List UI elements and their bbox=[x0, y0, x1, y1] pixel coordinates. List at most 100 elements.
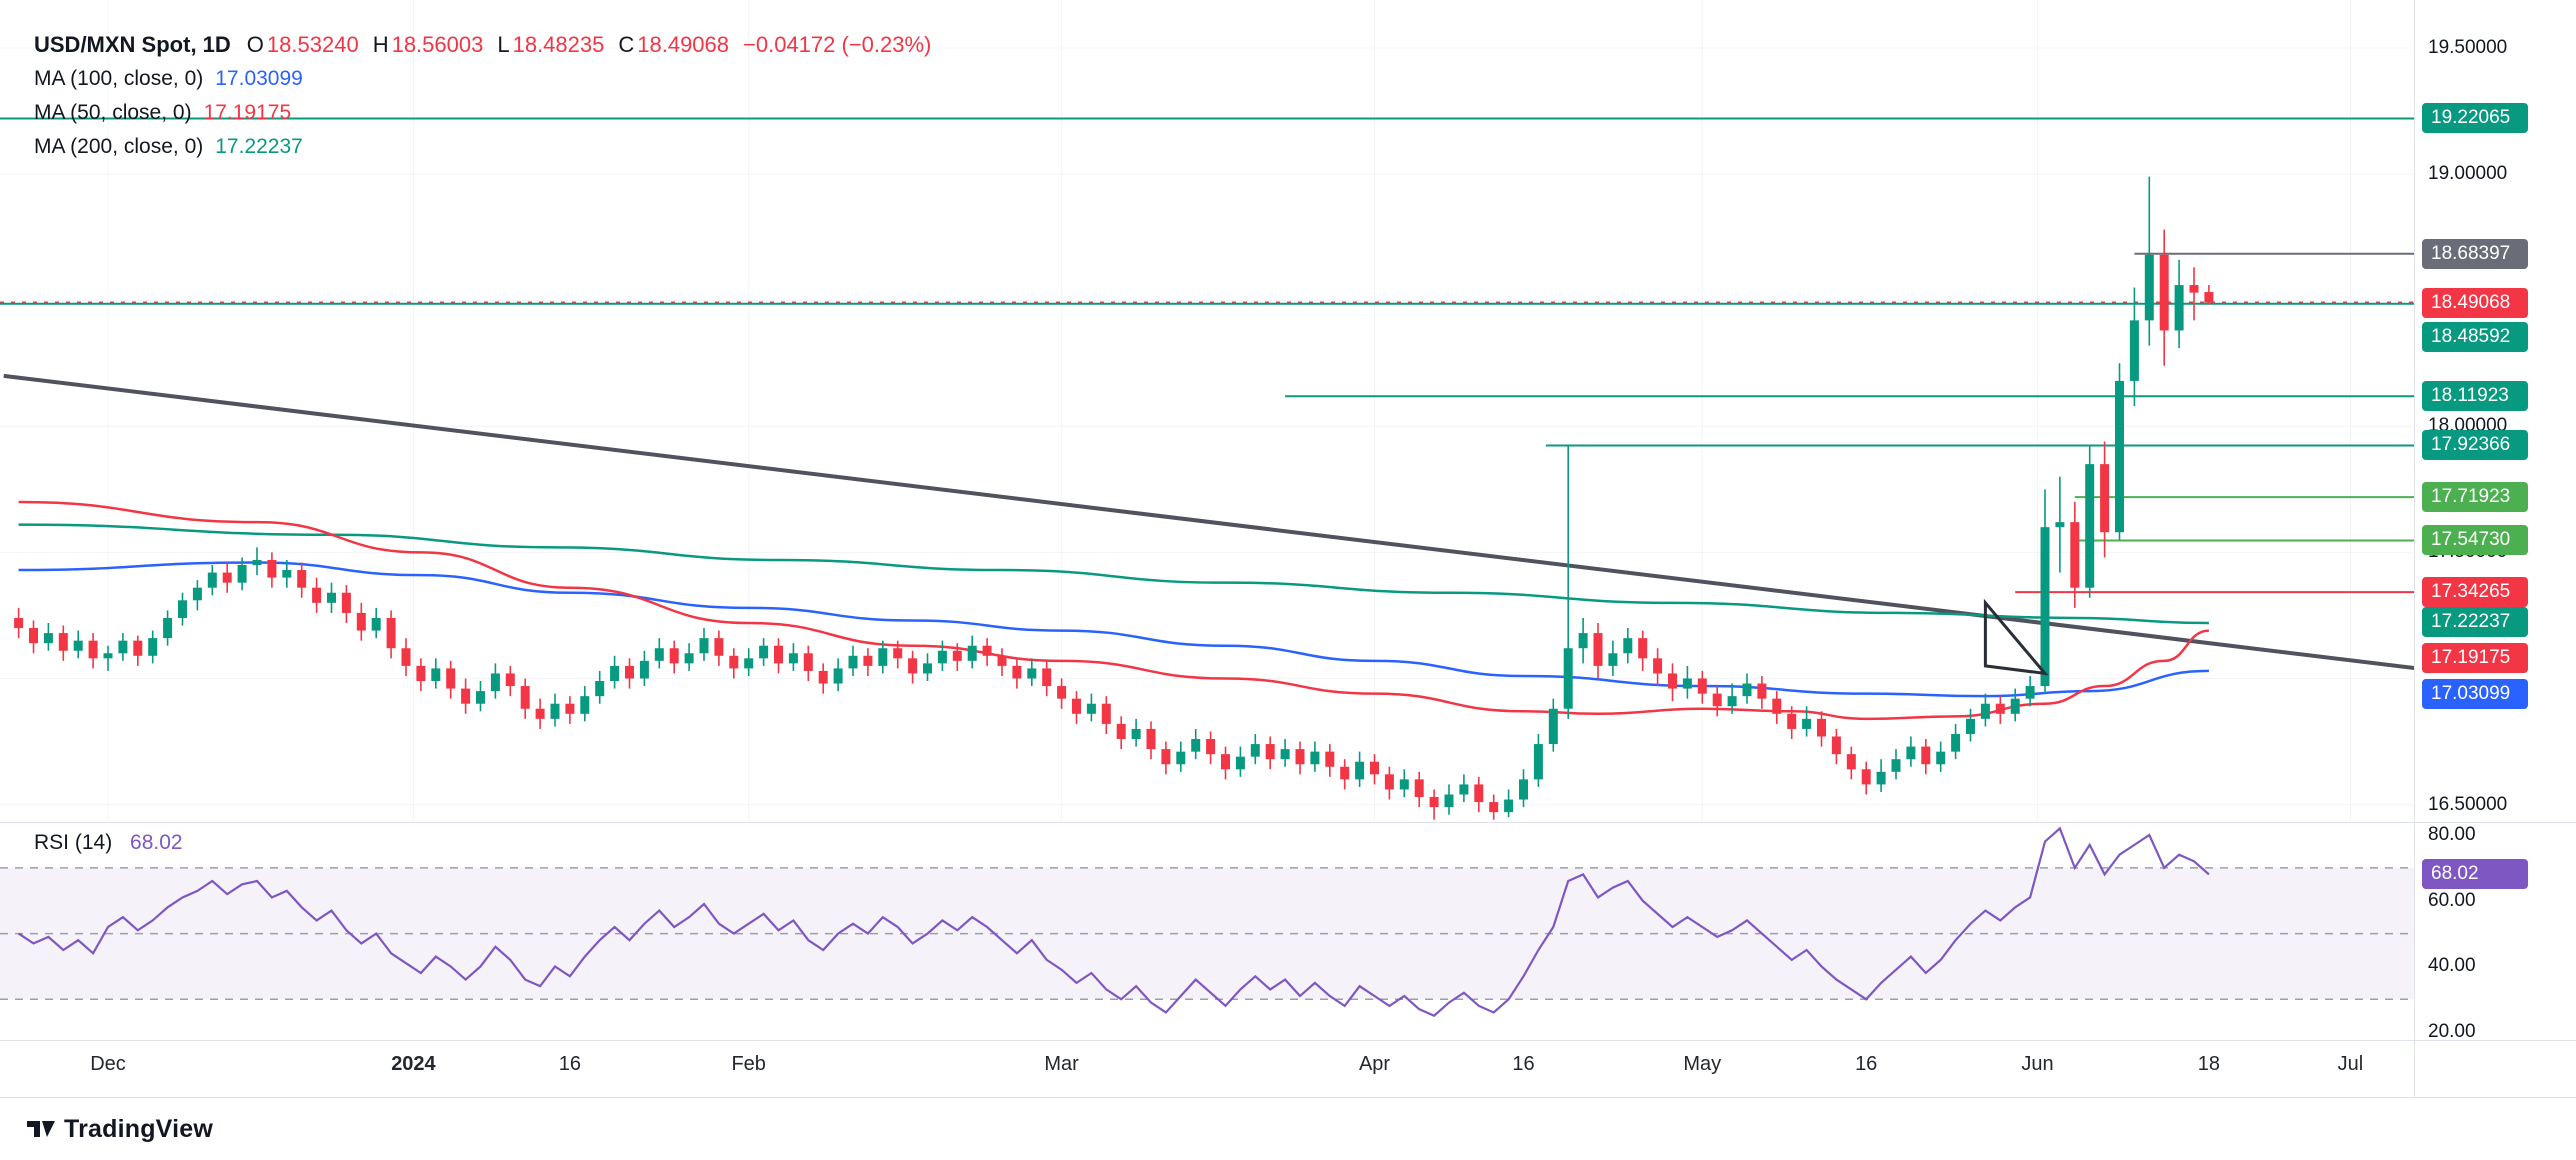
candle-body bbox=[2010, 698, 2020, 714]
candle-body bbox=[1742, 683, 1752, 697]
price-badge[interactable]: 68.02 bbox=[2422, 859, 2528, 889]
candle-body bbox=[848, 655, 858, 669]
time-axis-label: Jul bbox=[2337, 1053, 2364, 1075]
ma200-legend-row[interactable]: MA (200, close, 0) 17.22237 bbox=[34, 130, 931, 164]
candle-body bbox=[803, 653, 813, 671]
tradingview-logo-icon[interactable] bbox=[26, 1114, 56, 1144]
price-badge[interactable]: 18.11923 bbox=[2422, 381, 2528, 411]
candle-body bbox=[1444, 794, 1454, 808]
candle-body bbox=[580, 696, 590, 714]
ma50-line[interactable] bbox=[18, 500, 2210, 721]
candle-body bbox=[1370, 761, 1379, 775]
candle-body bbox=[833, 668, 843, 684]
ma50-value: 17.19175 bbox=[203, 101, 292, 124]
ma100-line[interactable] bbox=[18, 561, 2209, 698]
ma100-label: MA (100, close, 0) bbox=[34, 67, 204, 90]
candle-body bbox=[73, 640, 83, 651]
candle-body bbox=[2204, 292, 2214, 303]
candle-body bbox=[937, 650, 947, 664]
candle-body bbox=[327, 592, 336, 603]
tradingview-brand-text[interactable]: TradingView bbox=[64, 1114, 214, 1143]
candle-body bbox=[1221, 754, 1230, 770]
triangle-annotation[interactable] bbox=[1983, 598, 2049, 676]
time-axis-label: Dec bbox=[90, 1053, 126, 1075]
price-badge[interactable]: 17.34265 bbox=[2422, 577, 2528, 607]
time-scale[interactable]: Dec 2024 16 Feb Mar Apr 16 May 16 Jun 18 Jul bbox=[0, 1041, 2414, 1097]
rsi-legend-row[interactable]: RSI (14) 68.02 bbox=[34, 831, 183, 855]
candle-body bbox=[178, 600, 187, 618]
ma200-line[interactable] bbox=[18, 523, 2209, 625]
candle-body bbox=[1936, 751, 1946, 765]
candle-body bbox=[2055, 522, 2065, 528]
candle-body bbox=[207, 572, 217, 588]
candle-body bbox=[252, 559, 262, 566]
candle-body bbox=[1250, 744, 1260, 757]
candle-body bbox=[1042, 668, 1052, 687]
rsi-value: 68.02 bbox=[130, 831, 183, 854]
open-value: O 18.53240 bbox=[246, 32, 359, 57]
axis-separator bbox=[0, 1040, 2576, 1041]
candle-body bbox=[1310, 751, 1320, 765]
footer-separator bbox=[0, 1097, 2576, 1098]
candle-body bbox=[654, 648, 664, 661]
candle-body bbox=[669, 648, 679, 664]
ma50-legend-row[interactable]: MA (50, close, 0) 17.19175 bbox=[34, 96, 931, 130]
candle-body bbox=[535, 708, 545, 719]
candle-body bbox=[878, 648, 888, 666]
price-badge[interactable]: 17.92366 bbox=[2422, 430, 2528, 460]
price-badge[interactable]: 17.71923 bbox=[2422, 482, 2528, 512]
candle-body bbox=[729, 655, 739, 669]
trend-line[interactable] bbox=[3, 373, 2414, 670]
price-badge[interactable]: 17.22237 bbox=[2422, 607, 2528, 637]
time-axis-label: 2024 bbox=[391, 1053, 436, 1075]
time-axis-label: 18 bbox=[2197, 1053, 2221, 1075]
candle-body bbox=[43, 633, 53, 644]
candle-body bbox=[356, 612, 366, 631]
candle-body bbox=[520, 686, 530, 709]
candle-body bbox=[565, 703, 575, 714]
candle-body bbox=[1623, 638, 1633, 654]
candle-body bbox=[1191, 739, 1201, 752]
price-scale[interactable]: 19.5000019.0000018.0000017.5000016.50000… bbox=[2415, 0, 2576, 1097]
candle-body bbox=[818, 670, 828, 684]
candle-body bbox=[699, 638, 709, 654]
candle-body bbox=[1131, 728, 1141, 740]
ma100-legend-row[interactable]: MA (100, close, 0) 17.03099 bbox=[34, 62, 931, 96]
candle-body bbox=[1325, 751, 1335, 767]
candle-body bbox=[1295, 749, 1305, 765]
candle-body bbox=[1921, 746, 1931, 765]
price-badge[interactable]: 18.48592 bbox=[2422, 322, 2528, 352]
rsi-pane[interactable] bbox=[0, 822, 2414, 1040]
candle-body bbox=[1399, 779, 1409, 790]
main-price-pane[interactable] bbox=[0, 0, 2414, 822]
price-scale-border bbox=[2414, 0, 2415, 1097]
price-badge[interactable]: 17.03099 bbox=[2422, 679, 2528, 709]
price-badge[interactable]: 18.68397 bbox=[2422, 239, 2528, 269]
candle-body bbox=[684, 653, 694, 664]
candle-body bbox=[14, 617, 24, 629]
candle-body bbox=[446, 668, 456, 689]
candle-body bbox=[1533, 744, 1543, 780]
price-badge[interactable]: 17.54730 bbox=[2422, 525, 2528, 555]
price-axis-label: 40.00 bbox=[2428, 955, 2476, 976]
rsi-line[interactable] bbox=[17, 826, 2210, 1018]
candle-body bbox=[550, 703, 560, 719]
pane-separator[interactable] bbox=[0, 822, 2576, 823]
symbol-title: USD/MXN Spot, 1D bbox=[34, 32, 231, 57]
candle-body bbox=[759, 645, 769, 659]
candle-body bbox=[192, 587, 202, 601]
candle-body bbox=[282, 570, 292, 578]
price-badge[interactable]: 17.19175 bbox=[2422, 643, 2528, 673]
price-badge[interactable]: 18.49068 bbox=[2422, 288, 2528, 318]
candle-body bbox=[1086, 703, 1096, 714]
candle-body bbox=[1772, 698, 1782, 714]
candle-body bbox=[1355, 761, 1365, 780]
candle-body bbox=[1653, 658, 1663, 674]
price-axis-label: 19.50000 bbox=[2428, 37, 2508, 58]
close-value: C 18.49068 bbox=[618, 32, 730, 57]
candle-body bbox=[1995, 703, 2005, 714]
price-axis-label: 20.00 bbox=[2428, 1021, 2476, 1042]
candle-body bbox=[1414, 779, 1424, 798]
symbol-legend-row[interactable]: USD/MXN Spot, 1D O 18.53240 H 18.56003 L 18… bbox=[34, 28, 931, 62]
price-badge[interactable]: 19.22065 bbox=[2422, 103, 2528, 133]
